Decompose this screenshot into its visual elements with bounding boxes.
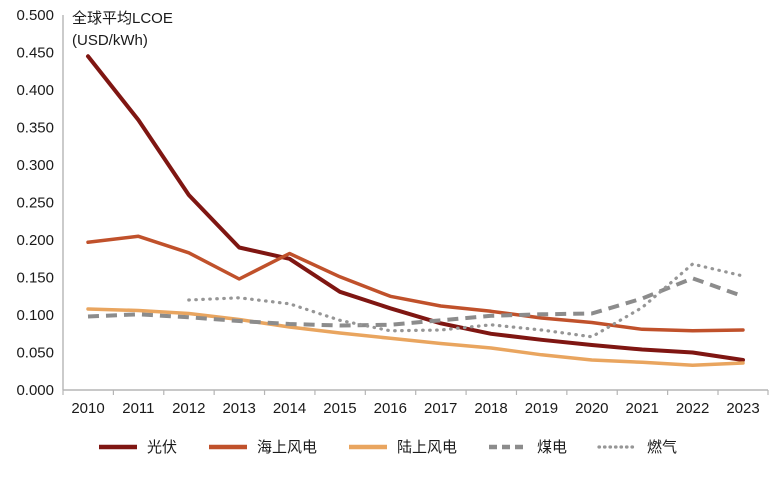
chart-title-line2: (USD/kWh) [72,32,148,49]
series-line-coal [87,276,744,328]
legend-item-pv: 光伏 [97,436,177,457]
legend-swatch-pv [98,444,137,449]
legend-swatch-offshore-wind [208,444,247,449]
series-line-onshore-wind [86,307,745,368]
chart-title: 全球平均LCOE (USD/kWh) [72,8,173,52]
legend-label-gas: 燃气 [647,439,678,456]
x-tick-label: 2022 [676,400,709,417]
legend-label-offshore-wind: 海上风电 [256,439,317,456]
x-tick-label: 2023 [726,400,759,417]
y-tick-label: 0.450 [16,45,54,62]
x-tick-label: 2012 [172,400,205,417]
series-line-pv [86,54,745,362]
x-tick-label: 2018 [474,400,507,417]
x-tick-label: 2016 [374,400,407,417]
legend-label-onshore-wind: 陆上风电 [396,439,457,456]
y-tick-label: 0.400 [16,82,54,99]
series-line-gas [187,262,745,339]
x-tick-label: 2017 [424,400,457,417]
chart-title-line1: 全球平均LCOE [72,10,173,27]
y-tick-label: 0.250 [16,195,54,212]
series-line-offshore-wind [86,234,745,333]
y-tick-label: 0.050 [16,345,54,362]
y-tick-label: 0.150 [16,270,54,287]
legend-swatch-onshore-wind [348,444,387,449]
y-tick-label: 0.200 [16,232,54,249]
legend-swatch-gas [597,444,639,449]
x-tick-label: 2021 [626,400,659,417]
y-tick-label: 0.500 [16,7,54,24]
x-tick-label: 2020 [575,400,608,417]
x-tick-label: 2019 [525,400,558,417]
legend-item-onshore-wind: 陆上风电 [347,436,457,457]
y-tick-label: 0.100 [16,307,54,324]
x-tick-label: 2011 [122,400,154,417]
x-tick-label: 2013 [222,400,255,417]
y-tick-label: 0.350 [16,120,54,137]
y-tick-label: 0.000 [16,382,54,399]
x-tick-label: 2015 [323,400,356,417]
legend-swatch-coal [489,444,527,449]
legend-label-coal: 煤电 [537,439,568,456]
legend-item-coal: 煤电 [487,436,567,457]
x-tick-label: 2014 [273,400,306,417]
legend-item-offshore-wind: 海上风电 [207,436,317,457]
plot-area: 0.000 0.050 0.100 0.150 0.200 0.250 0.300 0.350… [16,7,769,417]
chart-legend: 光伏 海上风电 陆上风电 煤电 燃气 [0,436,774,457]
legend-label-pv: 光伏 [146,439,177,456]
x-tick-label: 2010 [71,400,104,417]
y-tick-label: 0.300 [16,157,54,174]
legend-item-gas: 燃气 [597,436,677,457]
